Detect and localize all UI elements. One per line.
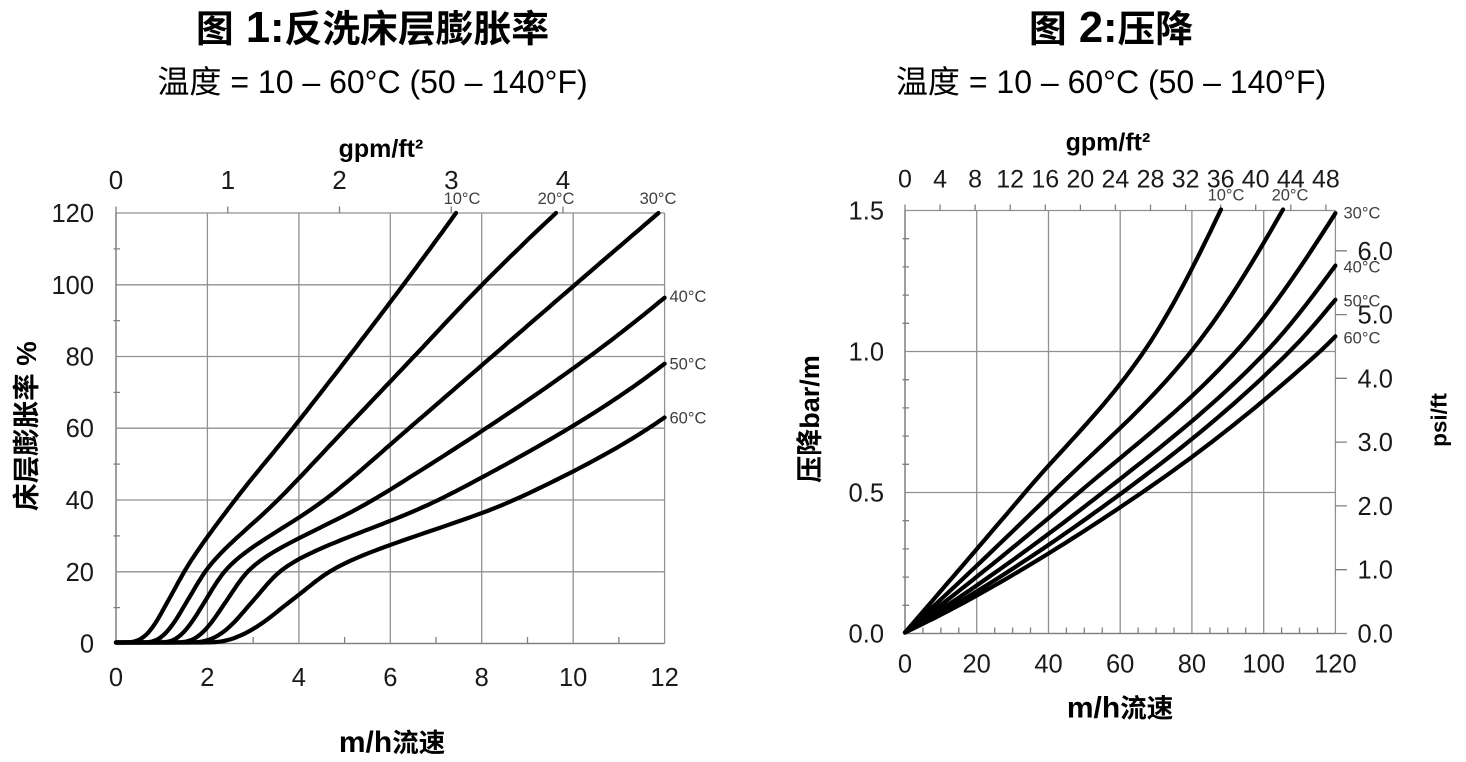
svg-text:60: 60 (66, 415, 94, 443)
svg-text:0.0: 0.0 (1358, 621, 1393, 649)
svg-text:1.0: 1.0 (1358, 557, 1393, 585)
svg-text:48: 48 (1312, 166, 1340, 194)
svg-text:4: 4 (933, 166, 947, 194)
svg-text:120: 120 (1314, 651, 1357, 679)
svg-text:44: 44 (1277, 166, 1305, 194)
svg-text:40: 40 (66, 487, 94, 515)
svg-text:1.0: 1.0 (849, 339, 884, 367)
svg-text:60°C: 60°C (1344, 329, 1381, 347)
svg-text:60: 60 (1106, 651, 1134, 679)
svg-text:80: 80 (66, 344, 94, 372)
svg-text:2: 2 (200, 664, 214, 692)
svg-text:m/h: m/h (339, 726, 392, 759)
svg-text:80: 80 (1178, 651, 1206, 679)
svg-text:4.0: 4.0 (1358, 365, 1393, 393)
svg-text:50°C: 50°C (670, 355, 707, 373)
svg-text:12: 12 (650, 664, 678, 692)
svg-text:5.0: 5.0 (1358, 302, 1393, 330)
svg-text:bar/m: bar/m (795, 355, 825, 429)
svg-text:40°C: 40°C (670, 288, 707, 306)
svg-text:2:: 2: (1079, 4, 1118, 52)
svg-text:10°C: 10°C (444, 190, 481, 208)
svg-text:100: 100 (51, 272, 94, 300)
svg-text:32: 32 (1172, 166, 1200, 194)
svg-text:60°C: 60°C (670, 409, 707, 427)
svg-text:120: 120 (51, 200, 94, 228)
svg-text:0.0: 0.0 (849, 621, 884, 649)
svg-text:16: 16 (1031, 166, 1059, 194)
svg-text:10: 10 (559, 664, 587, 692)
svg-text:= 10 – 60°C (50 – 140°F): = 10 – 60°C (50 – 140°F) (230, 64, 587, 100)
svg-text:30°C: 30°C (640, 190, 677, 208)
svg-text:12: 12 (996, 166, 1024, 194)
svg-text:0: 0 (80, 631, 94, 659)
svg-text:0: 0 (898, 166, 912, 194)
svg-text:0.5: 0.5 (849, 480, 884, 508)
svg-text:20°C: 20°C (1272, 187, 1309, 205)
svg-text:0: 0 (898, 651, 912, 679)
svg-text:40: 40 (1242, 166, 1270, 194)
svg-text:psi/ft: psi/ft (1427, 393, 1452, 447)
svg-text:gpm/ft²: gpm/ft² (1066, 129, 1151, 157)
svg-text:20°C: 20°C (538, 190, 575, 208)
svg-text:36: 36 (1207, 166, 1235, 194)
svg-text:= 10 – 60°C (50 – 140°F): = 10 – 60°C (50 – 140°F) (969, 64, 1326, 100)
svg-text:10°C: 10°C (1208, 187, 1245, 205)
svg-text:30°C: 30°C (1344, 204, 1381, 222)
svg-text:0: 0 (109, 165, 123, 195)
svg-text:20: 20 (963, 651, 991, 679)
svg-text:20: 20 (1066, 166, 1094, 194)
svg-text:2: 2 (332, 165, 346, 195)
svg-text:6.0: 6.0 (1358, 238, 1393, 266)
svg-text:1.5: 1.5 (849, 198, 884, 226)
svg-text:4: 4 (292, 664, 306, 692)
svg-text:8: 8 (475, 664, 489, 692)
svg-text:50°C: 50°C (1344, 293, 1381, 311)
svg-text:1:: 1: (246, 4, 285, 52)
svg-text:20: 20 (66, 559, 94, 587)
svg-text:gpm/ft²: gpm/ft² (339, 135, 424, 163)
svg-text:40°C: 40°C (1344, 258, 1381, 276)
svg-text:3.0: 3.0 (1358, 429, 1393, 457)
svg-text:1: 1 (221, 165, 235, 195)
svg-text:40: 40 (1034, 651, 1062, 679)
svg-text:3: 3 (444, 165, 458, 195)
svg-text:0: 0 (109, 664, 123, 692)
svg-text:100: 100 (1242, 651, 1285, 679)
svg-text:4: 4 (556, 165, 570, 195)
svg-text:24: 24 (1101, 166, 1129, 194)
svg-text:8: 8 (968, 166, 982, 194)
svg-text:%: % (11, 341, 42, 365)
svg-text:m/h: m/h (1067, 692, 1120, 725)
svg-text:2.0: 2.0 (1358, 493, 1393, 521)
svg-text:28: 28 (1137, 166, 1165, 194)
svg-text:6: 6 (383, 664, 397, 692)
